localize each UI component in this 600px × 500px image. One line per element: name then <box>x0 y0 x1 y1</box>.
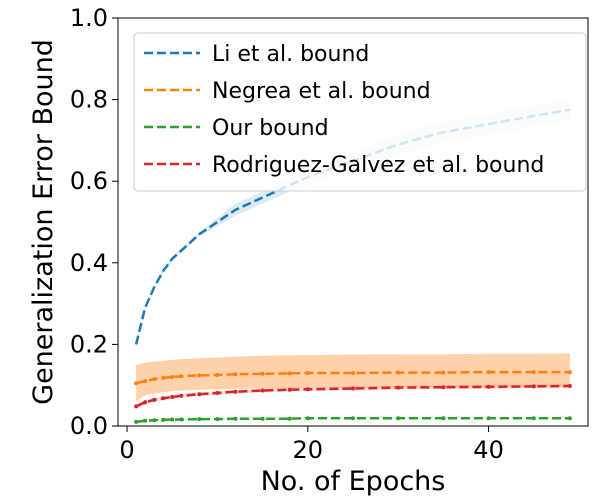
point-series-3 <box>179 417 184 422</box>
point-series-3 <box>197 417 202 422</box>
point-series-4 <box>179 393 184 398</box>
x-tick-label: 20 <box>293 436 324 464</box>
point-series-2 <box>197 373 202 378</box>
point-series-4 <box>260 388 265 393</box>
point-series-4 <box>441 385 446 390</box>
y-tick-label: 0.4 <box>70 249 108 277</box>
point-series-4 <box>197 392 202 397</box>
point-series-2 <box>531 370 536 375</box>
x-tick-label: 0 <box>119 436 134 464</box>
x-axis-ticks: 0 20 40 <box>119 426 504 464</box>
point-series-3 <box>215 417 220 422</box>
point-series-3 <box>161 417 166 422</box>
point-series-3 <box>531 416 536 421</box>
legend-label-series-4: Rodriguez-Galvez et al. bound <box>212 153 544 178</box>
point-series-2 <box>143 379 148 384</box>
legend-label-series-2: Negrea et al. bound <box>212 79 431 104</box>
point-series-4 <box>567 384 572 388</box>
point-series-3 <box>486 416 491 421</box>
point-series-2 <box>134 381 139 386</box>
point-series-4 <box>152 397 157 402</box>
point-series-4 <box>486 384 491 389</box>
legend-box <box>133 32 587 192</box>
point-series-3 <box>260 416 265 421</box>
y-tick-label: 1.0 <box>70 4 108 32</box>
point-series-3 <box>396 416 401 421</box>
point-series-2 <box>396 370 401 375</box>
point-series-2 <box>233 372 238 377</box>
point-series-2 <box>215 373 220 377</box>
x-tick-label: 40 <box>473 436 504 464</box>
point-series-2 <box>567 370 572 375</box>
y-tick-label: 0.0 <box>70 412 108 440</box>
point-series-3 <box>305 416 310 421</box>
legend: Li et al. bound Negrea et al. bound Our bo… <box>133 32 587 192</box>
band-series-2 <box>136 353 570 402</box>
y-axis-label: Generalization Error Bound <box>28 39 59 405</box>
point-series-3 <box>152 418 157 423</box>
point-series-2 <box>351 371 355 375</box>
plot-frame <box>117 17 589 427</box>
y-tick-label: 0.2 <box>70 330 108 358</box>
point-series-2 <box>152 377 157 382</box>
point-series-4 <box>305 387 310 392</box>
point-series-4 <box>215 391 220 395</box>
y-tick-label: 0.6 <box>70 167 108 195</box>
point-series-2 <box>486 370 491 375</box>
legend-label-series-3: Our bound <box>212 116 329 141</box>
point-series-2 <box>305 371 310 375</box>
point-series-2 <box>170 375 175 379</box>
legend-label-series-1: Li et al. bound <box>212 42 369 67</box>
point-series-4 <box>531 384 536 389</box>
point-series-4 <box>287 387 292 392</box>
point-series-3 <box>351 416 355 421</box>
y-axis-ticks: 0.0 0.2 0.4 0.6 0.8 1.0 <box>70 4 118 440</box>
point-series-4 <box>161 396 166 401</box>
point-series-3 <box>441 416 446 421</box>
point-series-4 <box>233 389 238 394</box>
point-series-3 <box>170 417 175 422</box>
point-series-2 <box>287 371 292 376</box>
point-series-3 <box>567 416 572 421</box>
point-series-3 <box>143 418 148 423</box>
line-series-3 <box>135 416 570 424</box>
point-series-4 <box>134 404 139 409</box>
x-axis-label: No. of Epochs <box>261 466 446 497</box>
point-series-4 <box>396 385 401 390</box>
point-series-4 <box>351 386 355 391</box>
point-series-2 <box>161 375 166 380</box>
point-series-3 <box>134 419 139 424</box>
point-series-4 <box>170 395 175 399</box>
point-series-2 <box>441 370 446 375</box>
point-series-2 <box>179 374 184 379</box>
point-series-2 <box>260 371 265 376</box>
point-series-4 <box>143 400 148 405</box>
point-series-3 <box>233 416 238 421</box>
y-tick-label: 0.8 <box>70 86 108 114</box>
point-series-3 <box>287 416 292 421</box>
